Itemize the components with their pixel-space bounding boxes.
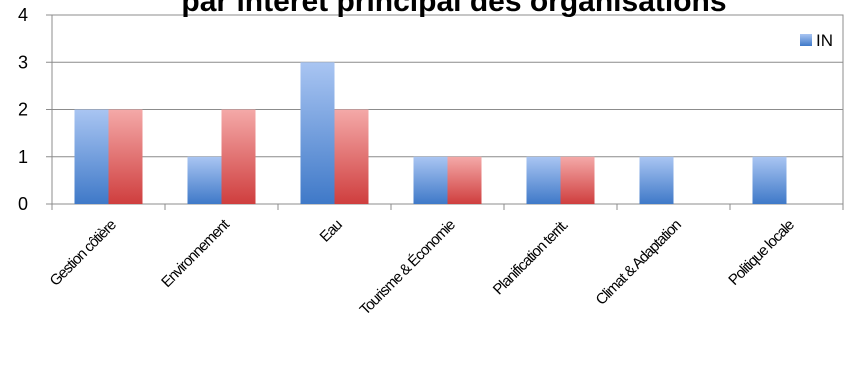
legend: IN [800, 31, 833, 50]
y-tick-label: 4 [18, 5, 28, 25]
chart-title: par intérêt principal des organisations [181, 0, 726, 18]
legend-label-in: IN [816, 31, 833, 50]
x-tick-label: Politique locale [725, 216, 798, 289]
bar-series-1 [74, 109, 109, 204]
bar-series-2 [447, 156, 482, 204]
x-tick-label: Environnement [158, 216, 233, 291]
y-tick-label: 0 [18, 194, 28, 214]
bars-group [74, 62, 787, 204]
bar-series-2 [221, 109, 256, 204]
bar-series-2 [108, 109, 143, 204]
bar-series-1 [413, 156, 448, 204]
y-tick-label: 3 [18, 52, 28, 72]
bar-series-1 [752, 156, 787, 204]
y-tick-label: 1 [18, 147, 28, 167]
x-tick-label: Tourisme & Économie [357, 216, 459, 318]
axes [46, 14, 844, 210]
bar-series-1 [300, 62, 335, 204]
y-tick-label: 2 [18, 100, 28, 120]
x-tick-label: Gestion côtière [47, 216, 120, 289]
bar-series-1 [187, 156, 222, 204]
x-tick-label: Climat & Adaptation [593, 216, 685, 308]
bar-series-2 [560, 156, 595, 204]
legend-swatch-in [800, 34, 812, 46]
bar-series-2 [334, 109, 369, 204]
bar-series-1 [526, 156, 561, 204]
x-tick-label: Eau [317, 216, 346, 245]
bar-series-1 [639, 156, 674, 204]
x-tick-label: Planification territ. [490, 217, 571, 298]
